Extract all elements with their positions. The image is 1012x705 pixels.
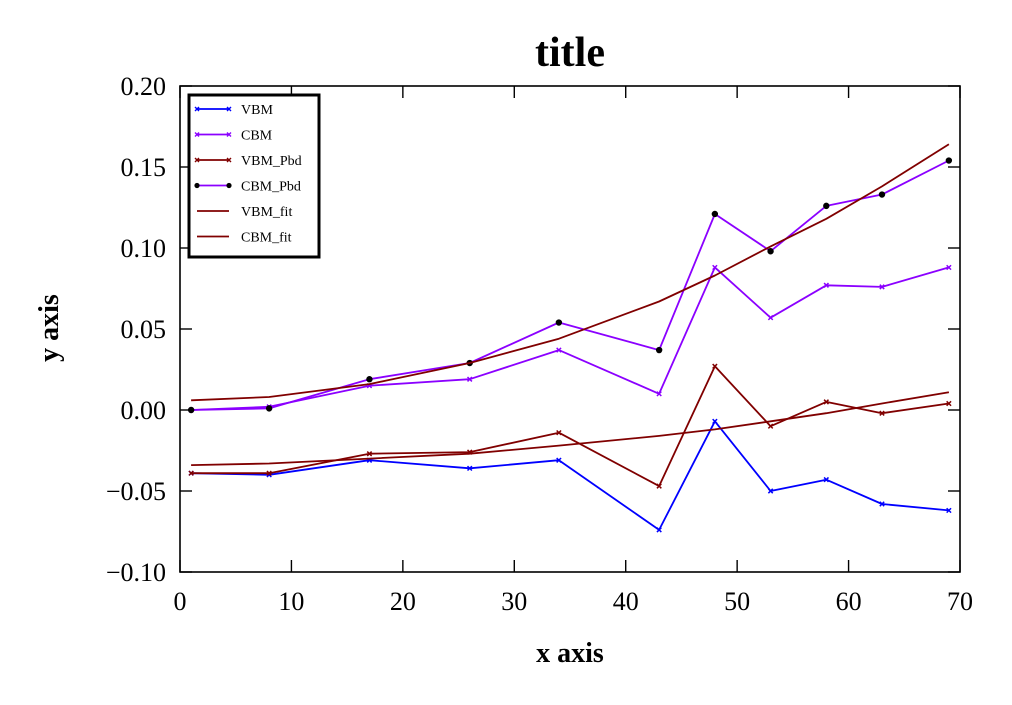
x-tick-label: 40: [613, 587, 639, 616]
legend-marker-cbm: [226, 132, 232, 137]
data-point-cbm-pbd: [711, 210, 719, 218]
data-point-cbm: [767, 314, 774, 321]
data-point-cbm-pbd: [265, 405, 273, 412]
data-point-vbm-pbd: [767, 423, 774, 429]
data-point-vbm-pbd: [712, 363, 718, 369]
data-point-cbm-pbd: [767, 248, 774, 255]
data-point-cbm-pbd: [823, 202, 830, 210]
data-point-vbm-pbd: [656, 483, 662, 489]
legend-marker-vbm-pbd: [226, 157, 232, 163]
x-tick-label: 10: [278, 587, 304, 616]
x-tick-label: 0: [174, 587, 187, 616]
data-point-vbm-pbd: [946, 400, 952, 407]
data-point-vbm: [946, 507, 952, 514]
data-point-vbm-pbd: [823, 399, 830, 405]
plot-area: 0 10 20 30 40 50 60 70 −0.10 −0.05 0.00 0.05 0.10 0.1…: [106, 72, 973, 616]
data-point-vbm: [712, 418, 718, 425]
x-tick-label: 70: [947, 587, 973, 616]
legend-label-vbm-pbd: VBM_Pbd: [241, 154, 302, 169]
data-point-vbm: [767, 488, 774, 494]
data-point-cbm-pbd: [945, 157, 953, 164]
data-point-cbm-pbd: [655, 346, 663, 354]
x-tick-label: 60: [836, 587, 862, 616]
data-point-cbm: [823, 282, 830, 288]
data-point-cbm: [556, 347, 562, 353]
data-point-vbm: [656, 527, 662, 533]
legend-label-vbm: VBM: [241, 103, 273, 118]
legend-label-vbm-fit: VBM_fit: [241, 205, 292, 220]
data-point-vbm-pbd: [556, 429, 562, 436]
data-point-vbm: [879, 501, 885, 507]
data-point-vbm-pbd: [366, 451, 373, 457]
legend-box: [187, 93, 321, 259]
data-point-cbm: [466, 376, 473, 382]
legend-label-cbm-fit: CBM_fit: [241, 231, 292, 246]
y-tick-label: 0.10: [121, 234, 167, 263]
legend-label-cbm: CBM: [241, 129, 273, 144]
data-point-cbm-pbd: [555, 319, 563, 326]
legend-marker-cbm-pbd: [194, 182, 200, 189]
y-tick-label: −0.10: [106, 558, 166, 587]
x-tick-label: 30: [501, 587, 527, 616]
chart-title: title: [535, 30, 605, 76]
legend: VBM CBM VBM_Pbd CBM_Pbd VBM_fit CBM_fit: [187, 93, 321, 259]
data-point-vbm-pbd: [188, 470, 194, 476]
data-point-cbm: [656, 391, 662, 397]
legend-marker-vbm: [226, 106, 232, 112]
y-axis-label: y axis: [34, 294, 65, 362]
y-tick-label: 0.15: [121, 153, 167, 182]
legend-label-cbm-pbd: CBM_Pbd: [241, 180, 301, 195]
x-tick-label: 20: [390, 587, 416, 616]
y-tick-label: 0.05: [121, 315, 167, 344]
data-point-cbm-pbd: [878, 191, 886, 198]
data-point-cbm: [879, 284, 885, 290]
legend-marker-cbm: [194, 132, 200, 137]
data-point-cbm: [712, 264, 718, 271]
series-line-vbm-fit: [191, 391, 950, 466]
legend-marker-vbm: [194, 106, 200, 112]
y-tick-label: 0.00: [121, 396, 167, 425]
data-point-vbm-pbd: [879, 410, 885, 416]
series-line-cbm: [191, 266, 950, 411]
data-point-vbm: [466, 465, 473, 472]
data-point-cbm: [946, 264, 952, 271]
x-tick-label: 50: [724, 587, 750, 616]
data-point-vbm: [823, 476, 830, 483]
data-point-vbm: [556, 457, 562, 463]
legend-marker-vbm-pbd: [194, 157, 200, 163]
x-axis-label: x axis: [536, 638, 604, 669]
y-tick-label: −0.05: [106, 477, 166, 506]
series-line-vbm: [191, 420, 949, 531]
data-point-cbm-pbd: [366, 376, 373, 383]
legend-marker-cbm-pbd: [226, 182, 232, 189]
series-line-cbm-fit: [191, 143, 950, 402]
y-tick-label: 0.20: [121, 72, 167, 101]
data-point-vbm-pbd: [266, 470, 272, 476]
